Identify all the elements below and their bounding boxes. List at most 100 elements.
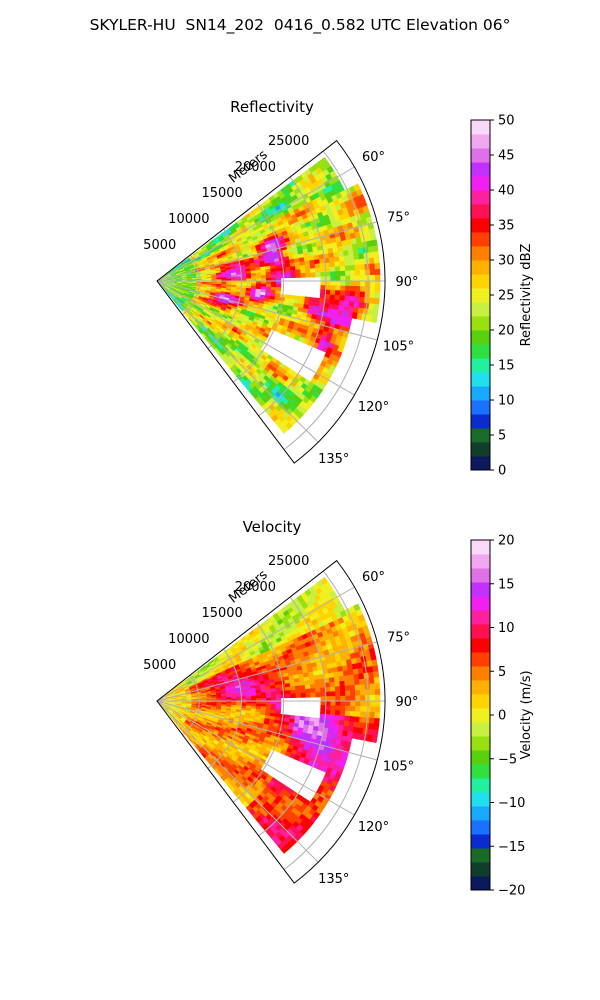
data-cell bbox=[171, 705, 177, 708]
colorbar-tick-label: 25 bbox=[498, 289, 515, 304]
data-cell bbox=[372, 245, 379, 254]
data-cell bbox=[214, 308, 220, 314]
data-cell bbox=[206, 747, 213, 754]
data-cell bbox=[171, 282, 178, 284]
data-cell bbox=[300, 688, 306, 694]
data-cell bbox=[236, 337, 243, 344]
data-cell bbox=[171, 702, 178, 704]
data-cell bbox=[213, 716, 220, 720]
data-cell bbox=[175, 287, 181, 290]
data-cell bbox=[171, 703, 177, 705]
colorbar-segment bbox=[471, 568, 490, 583]
data-cell bbox=[235, 309, 242, 314]
data-cell bbox=[195, 731, 201, 737]
data-cell bbox=[235, 646, 242, 652]
data-cell bbox=[192, 671, 199, 676]
data-cell bbox=[220, 306, 227, 311]
data-cell bbox=[303, 758, 310, 765]
data-cell bbox=[370, 274, 376, 282]
data-cell bbox=[185, 300, 191, 305]
data-cell bbox=[357, 247, 364, 255]
colorbar-segment bbox=[471, 722, 490, 737]
data-cell bbox=[200, 722, 207, 727]
data-cell bbox=[191, 321, 197, 328]
data-cell bbox=[185, 719, 192, 724]
data-cell bbox=[170, 286, 176, 289]
data-cell bbox=[368, 303, 375, 311]
data-cell bbox=[246, 321, 253, 327]
data-cell bbox=[175, 706, 182, 709]
data-cell bbox=[274, 838, 283, 847]
data-cell bbox=[213, 262, 220, 266]
data-cell bbox=[203, 744, 209, 750]
data-cell bbox=[172, 713, 177, 718]
data-cell bbox=[215, 315, 222, 321]
colorbar-segment bbox=[471, 652, 490, 667]
data-cell bbox=[200, 312, 207, 317]
data-cell bbox=[184, 689, 191, 692]
data-cell bbox=[204, 750, 210, 756]
data-cell bbox=[165, 706, 170, 710]
data-cell bbox=[181, 279, 188, 281]
data-cell bbox=[161, 703, 167, 706]
data-cell bbox=[236, 670, 243, 675]
data-cell bbox=[180, 690, 186, 693]
colorbar-segment bbox=[471, 316, 490, 331]
data-cell bbox=[185, 269, 191, 273]
data-cell bbox=[178, 301, 183, 306]
data-cell bbox=[205, 290, 211, 293]
data-cell bbox=[236, 218, 243, 225]
data-cell bbox=[367, 666, 374, 674]
data-cell bbox=[320, 285, 326, 291]
data-cell bbox=[224, 729, 231, 735]
data-cell bbox=[206, 327, 213, 334]
data-cell bbox=[200, 270, 207, 273]
data-cell bbox=[205, 288, 212, 292]
data-cell bbox=[254, 629, 262, 636]
data-cell bbox=[164, 706, 170, 711]
data-cell bbox=[241, 739, 248, 745]
data-cell bbox=[307, 671, 315, 678]
data-cell bbox=[170, 705, 177, 708]
data-cell bbox=[359, 291, 366, 299]
data-cell bbox=[339, 295, 346, 302]
data-cell bbox=[197, 718, 204, 722]
data-cell bbox=[173, 266, 179, 271]
data-cell bbox=[275, 280, 282, 285]
data-cell bbox=[294, 257, 300, 264]
data-cell bbox=[228, 653, 235, 659]
data-cell bbox=[334, 710, 341, 717]
colorbar-segment bbox=[471, 442, 490, 457]
data-cell bbox=[179, 688, 185, 692]
data-cell bbox=[270, 268, 277, 273]
data-cell bbox=[206, 278, 212, 280]
data-cell bbox=[207, 300, 213, 305]
data-cell bbox=[170, 272, 176, 275]
data-cell bbox=[241, 225, 248, 232]
data-cell bbox=[160, 284, 166, 288]
data-cell bbox=[194, 723, 201, 728]
data-cell bbox=[172, 712, 178, 717]
data-cell bbox=[176, 275, 182, 278]
data-cell bbox=[336, 661, 343, 668]
data-cell bbox=[238, 315, 245, 321]
data-cell bbox=[214, 239, 221, 245]
data-cell bbox=[217, 721, 224, 725]
data-cell bbox=[219, 309, 226, 314]
data-cell bbox=[215, 291, 221, 295]
data-field bbox=[157, 156, 381, 434]
data-cell bbox=[330, 271, 336, 278]
data-cell bbox=[212, 236, 219, 242]
data-cell bbox=[211, 329, 218, 336]
data-cell bbox=[323, 718, 330, 725]
data-cell bbox=[180, 270, 186, 273]
data-cell bbox=[242, 338, 249, 344]
data-cell bbox=[185, 720, 191, 725]
colorbar-segment bbox=[471, 596, 490, 611]
data-cell bbox=[170, 295, 175, 300]
data-cell bbox=[186, 284, 192, 286]
data-cell bbox=[247, 758, 255, 765]
data-cell bbox=[221, 275, 227, 278]
data-cell bbox=[208, 297, 214, 302]
